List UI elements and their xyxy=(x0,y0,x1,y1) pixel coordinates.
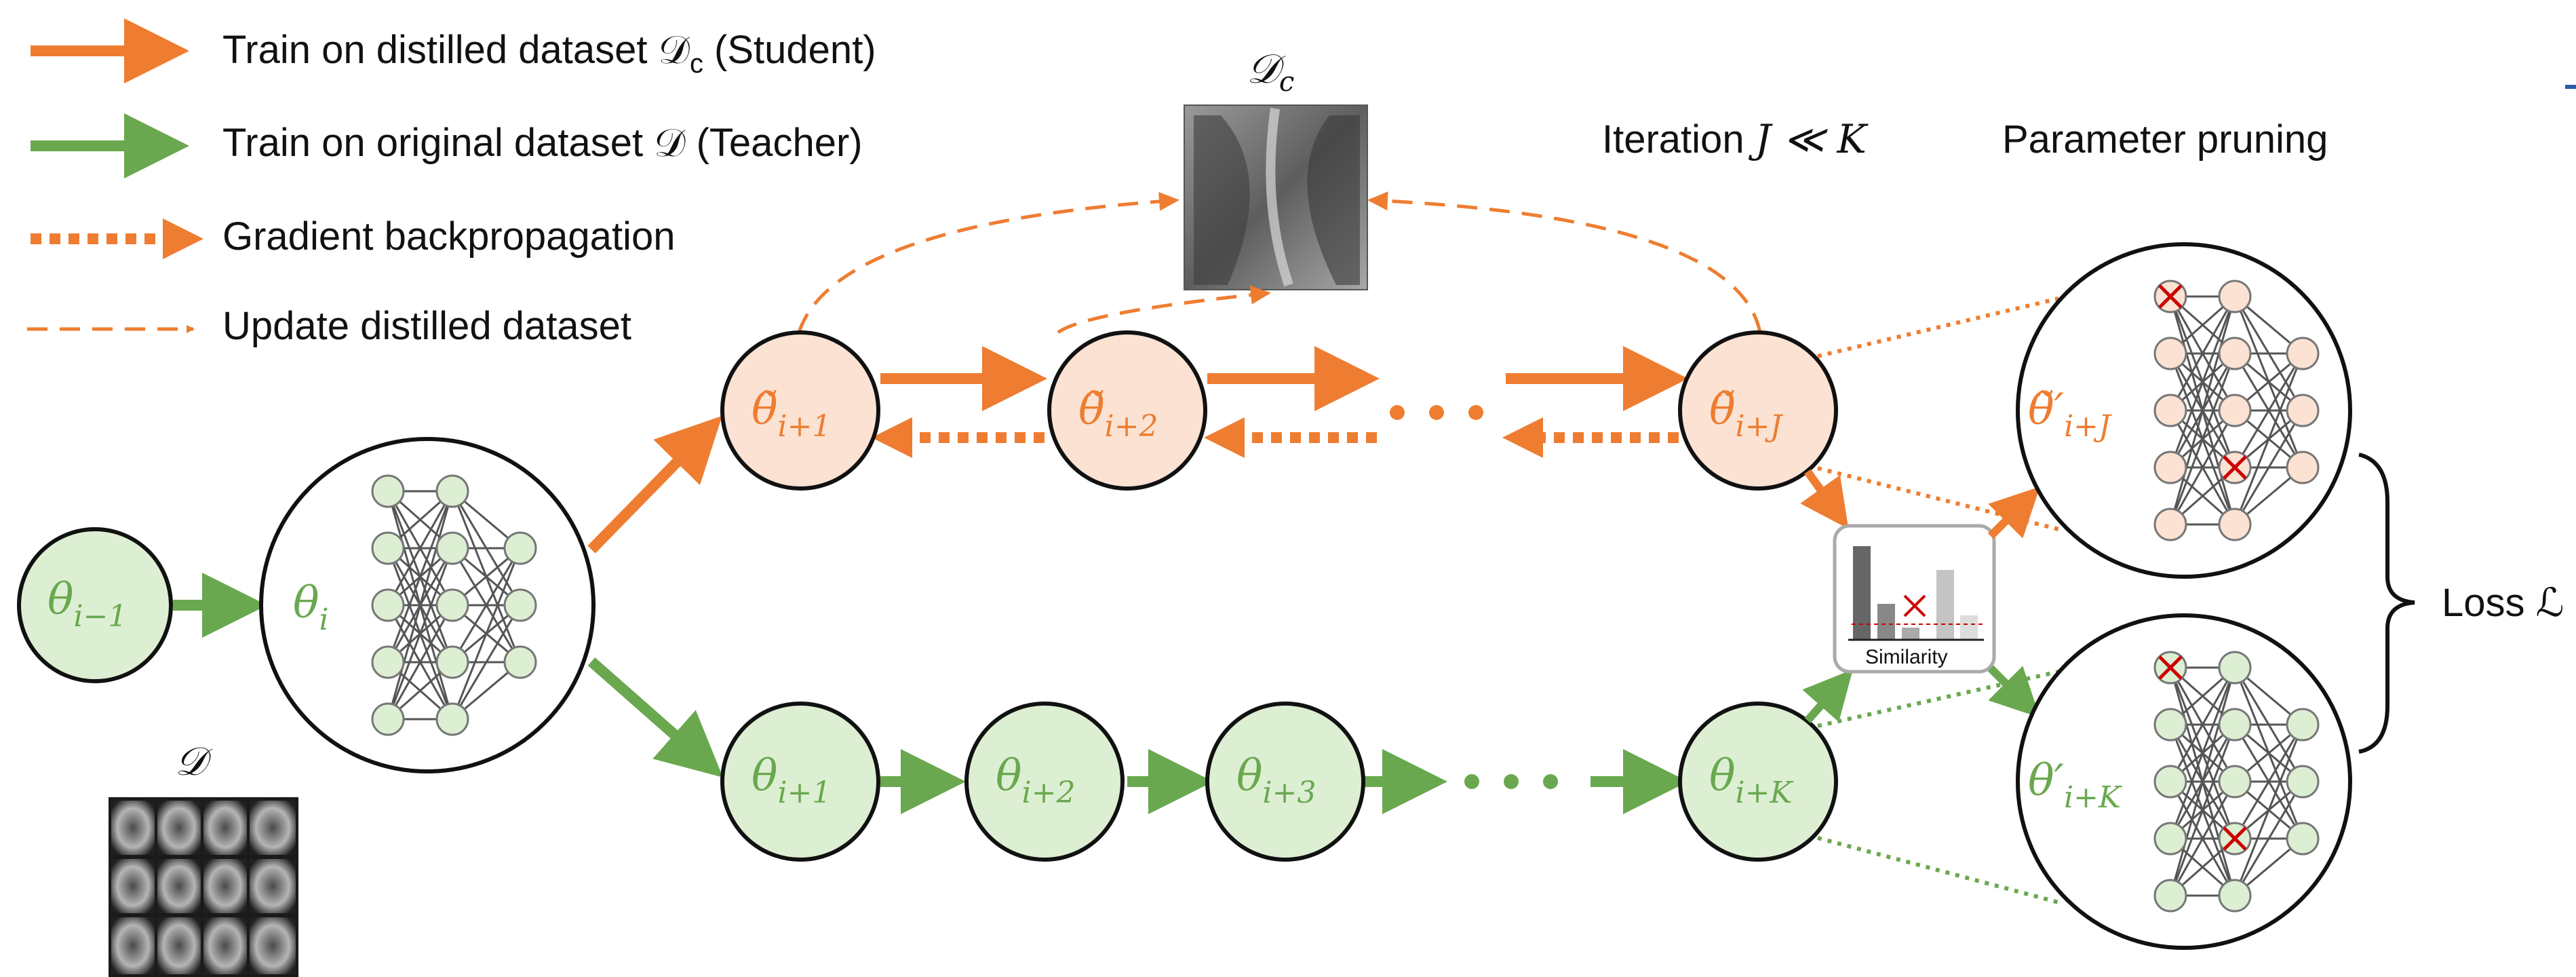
nn-neuron xyxy=(505,647,536,678)
student-ellipsis xyxy=(1390,405,1483,420)
arrow-teacher-to-similarity xyxy=(1808,678,1845,721)
nn-neuron xyxy=(2219,338,2250,369)
nn-neuron xyxy=(2155,509,2186,540)
nn-neuron xyxy=(2287,395,2318,426)
arrow-to-teacher xyxy=(591,662,711,767)
legend-update: Update distilled dataset xyxy=(222,304,631,348)
backprop-head-2 xyxy=(1204,417,1245,458)
nn-neuron xyxy=(2155,766,2186,797)
nn-neuron xyxy=(2287,823,2318,854)
nn-neuron xyxy=(2155,338,2186,369)
nn-neuron xyxy=(2219,281,2250,312)
nn-neuron xyxy=(2155,395,2186,426)
nn-neuron xyxy=(505,533,536,564)
nn-neuron xyxy=(437,647,468,678)
parameter-pruning-label: Parameter pruning xyxy=(2002,117,2328,161)
nn-neuron xyxy=(437,533,468,564)
nn-neuron xyxy=(2287,766,2318,797)
update-arrow-3 xyxy=(1370,200,1760,332)
arrow-to-student xyxy=(591,427,711,550)
iteration-label: Iteration J ≪ K xyxy=(1602,116,1869,162)
nn-neuron xyxy=(2287,452,2318,483)
arrow-similarity-to-pruned-teacher xyxy=(1991,668,2031,709)
nn-neuron xyxy=(2219,509,2250,540)
distilled-dataset-image xyxy=(1184,105,1367,290)
legend-train-distilled: Train on distilled dataset 𝒟c (Student) xyxy=(222,28,876,79)
nn-neuron xyxy=(2287,709,2318,740)
nn-neuron xyxy=(2219,880,2250,911)
nn-neuron xyxy=(437,476,468,507)
nn-neuron xyxy=(2155,823,2186,854)
nn-neuron xyxy=(2287,338,2318,369)
nn-neuron xyxy=(437,590,468,621)
loss-brace xyxy=(2359,455,2415,752)
nn-neuron xyxy=(2155,709,2186,740)
nn-neuron xyxy=(2155,880,2186,911)
original-dataset-label: 𝒟 xyxy=(175,738,213,784)
legend-train-original: Train on original dataset 𝒟 (Teacher) xyxy=(222,121,863,165)
update-arrow-2 xyxy=(1058,293,1268,332)
arrow-student-to-similarity xyxy=(1808,472,1841,519)
distilled-dataset-label: 𝒟c xyxy=(1247,45,1294,98)
nn-neuron xyxy=(372,476,404,507)
nn-neuron xyxy=(505,590,536,621)
legend-gradient: Gradient backpropagation xyxy=(222,214,675,258)
nn-neuron xyxy=(2219,652,2250,683)
similarity-box: Similarity xyxy=(1835,526,1994,672)
original-dataset-image xyxy=(109,797,298,977)
legend: Train on distilled dataset 𝒟c (Student) … xyxy=(27,28,876,348)
nn-neuron xyxy=(372,704,404,735)
nn-neuron xyxy=(437,704,468,735)
nn-neuron xyxy=(2219,709,2250,740)
backprop-head-3 xyxy=(1502,417,1543,458)
loss-label: Loss ℒ xyxy=(2442,581,2564,625)
gradient-backprop-arrows xyxy=(872,417,1679,458)
nn-neuron xyxy=(2219,395,2250,426)
nn-neuron xyxy=(372,647,404,678)
nn-neuron xyxy=(2155,452,2186,483)
nn-neuron xyxy=(372,590,404,621)
legend-gradient-arrowhead xyxy=(163,218,203,259)
nn-neuron xyxy=(2219,766,2250,797)
nn-neuron xyxy=(372,533,404,564)
similarity-label: Similarity xyxy=(1865,646,1948,668)
teacher-ellipsis xyxy=(1464,774,1558,789)
